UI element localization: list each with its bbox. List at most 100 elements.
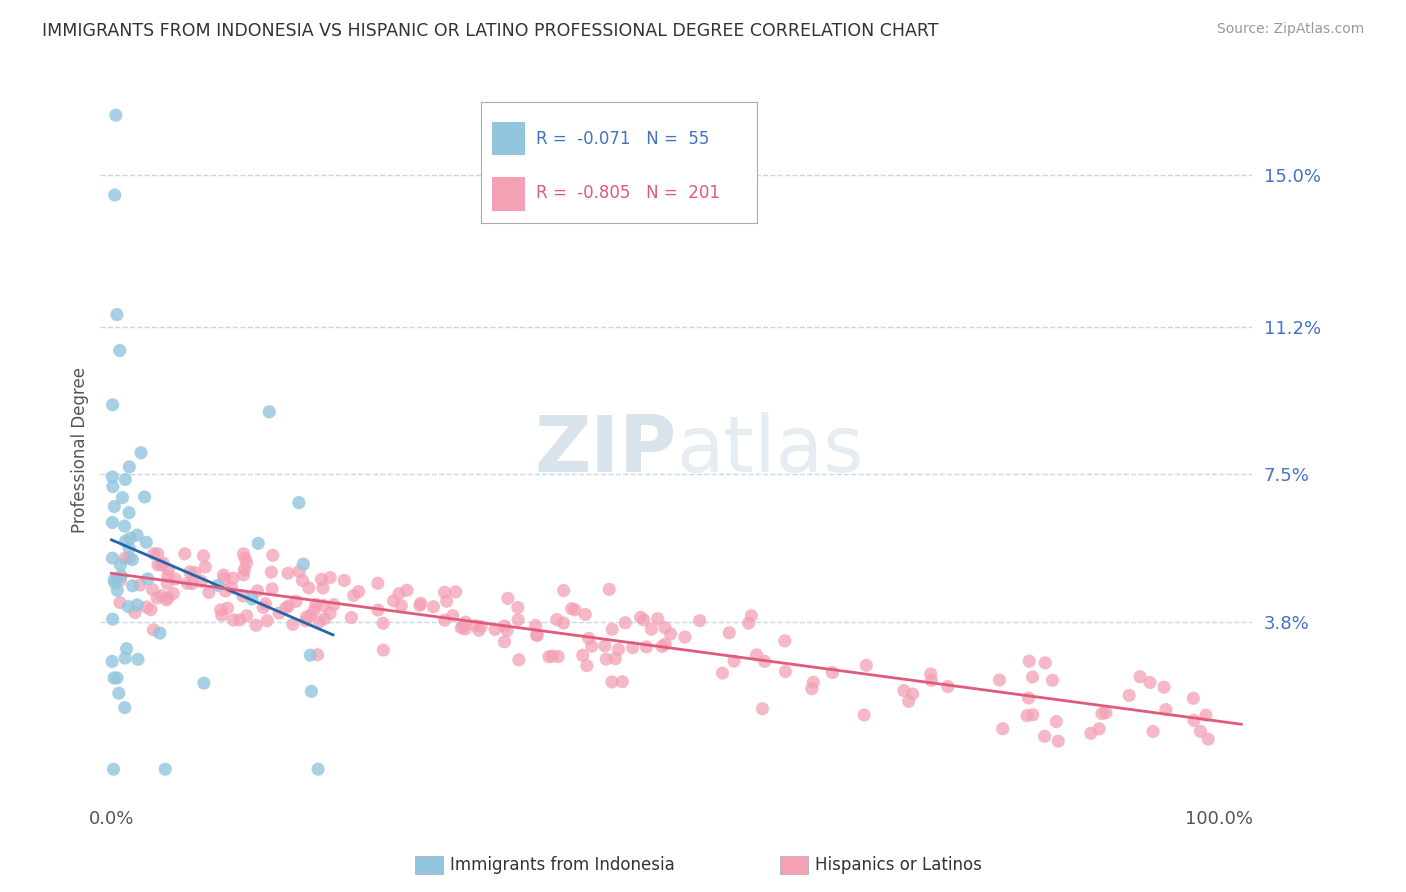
Point bbox=[105, 308, 128, 322]
Point bbox=[152, 556, 174, 570]
Point bbox=[101, 551, 124, 566]
Point bbox=[288, 495, 311, 509]
Point bbox=[117, 599, 139, 614]
Point bbox=[108, 343, 131, 358]
Point bbox=[853, 708, 876, 723]
Point bbox=[262, 582, 284, 596]
Point bbox=[157, 563, 180, 577]
Point bbox=[105, 572, 128, 586]
Text: Immigrants from Indonesia: Immigrants from Indonesia bbox=[450, 856, 675, 874]
Point bbox=[436, 594, 458, 608]
Point bbox=[312, 599, 335, 613]
Point bbox=[433, 585, 456, 599]
Point bbox=[936, 680, 959, 694]
Point bbox=[105, 671, 128, 685]
Point bbox=[1129, 670, 1152, 684]
Point bbox=[285, 594, 308, 608]
Point bbox=[295, 609, 318, 624]
Point bbox=[141, 582, 163, 597]
Point bbox=[367, 603, 389, 617]
Point bbox=[343, 589, 366, 603]
Point bbox=[855, 658, 877, 673]
Point bbox=[614, 615, 637, 630]
Point bbox=[575, 658, 598, 673]
Point bbox=[305, 598, 328, 612]
Point bbox=[718, 625, 741, 640]
Point bbox=[252, 600, 274, 615]
Point bbox=[745, 648, 768, 662]
Point bbox=[156, 576, 179, 591]
Point bbox=[723, 654, 745, 668]
Point bbox=[464, 618, 486, 632]
Point bbox=[150, 589, 173, 603]
Point bbox=[422, 599, 444, 614]
Point bbox=[496, 591, 519, 606]
Point bbox=[711, 666, 734, 681]
Point bbox=[103, 762, 125, 776]
Point bbox=[176, 576, 198, 591]
Point bbox=[136, 572, 159, 586]
Point bbox=[211, 608, 233, 623]
Point bbox=[292, 557, 315, 571]
Point bbox=[312, 581, 335, 595]
Point bbox=[221, 581, 243, 595]
Point bbox=[561, 601, 583, 615]
Point bbox=[578, 632, 600, 646]
Point bbox=[101, 516, 124, 530]
Point bbox=[150, 558, 173, 572]
Point bbox=[190, 574, 212, 589]
Point bbox=[184, 566, 207, 580]
Point bbox=[409, 599, 432, 613]
Point bbox=[256, 614, 278, 628]
Text: Hispanics or Latinos: Hispanics or Latinos bbox=[815, 856, 983, 874]
Point bbox=[146, 547, 169, 561]
Point bbox=[1197, 732, 1219, 747]
Point bbox=[288, 565, 311, 579]
Point bbox=[920, 673, 942, 688]
Point bbox=[659, 627, 682, 641]
Point bbox=[740, 608, 762, 623]
Point bbox=[598, 582, 620, 597]
Point bbox=[301, 684, 323, 698]
Point bbox=[524, 618, 547, 632]
Point bbox=[129, 446, 152, 460]
Point bbox=[1139, 675, 1161, 690]
Point bbox=[135, 599, 157, 614]
Point bbox=[409, 596, 432, 610]
Point bbox=[233, 551, 256, 566]
Point bbox=[388, 586, 411, 600]
Point bbox=[454, 615, 477, 629]
Point bbox=[118, 551, 141, 566]
Point bbox=[214, 584, 236, 599]
Point bbox=[319, 571, 342, 585]
Point bbox=[194, 560, 217, 574]
Point bbox=[155, 592, 177, 607]
Point bbox=[165, 572, 187, 586]
Point bbox=[118, 541, 141, 555]
Point bbox=[595, 652, 617, 666]
Point bbox=[232, 567, 254, 582]
Point bbox=[546, 613, 568, 627]
Point bbox=[235, 556, 257, 570]
Point bbox=[647, 612, 669, 626]
Point bbox=[105, 583, 128, 598]
Point bbox=[654, 621, 676, 635]
Point bbox=[737, 616, 759, 631]
Point bbox=[553, 583, 575, 598]
Point bbox=[108, 595, 131, 609]
Point bbox=[508, 653, 530, 667]
Point bbox=[114, 533, 136, 548]
Point bbox=[135, 535, 157, 549]
Point bbox=[291, 574, 314, 588]
Point bbox=[1182, 714, 1205, 728]
Point bbox=[547, 649, 569, 664]
Point bbox=[468, 624, 491, 638]
Point bbox=[1154, 703, 1177, 717]
Point bbox=[120, 531, 142, 545]
Text: ZIP: ZIP bbox=[534, 412, 676, 488]
Point bbox=[114, 473, 136, 487]
Point bbox=[262, 548, 284, 562]
Point bbox=[128, 578, 150, 592]
Point bbox=[124, 606, 146, 620]
Point bbox=[319, 606, 342, 620]
